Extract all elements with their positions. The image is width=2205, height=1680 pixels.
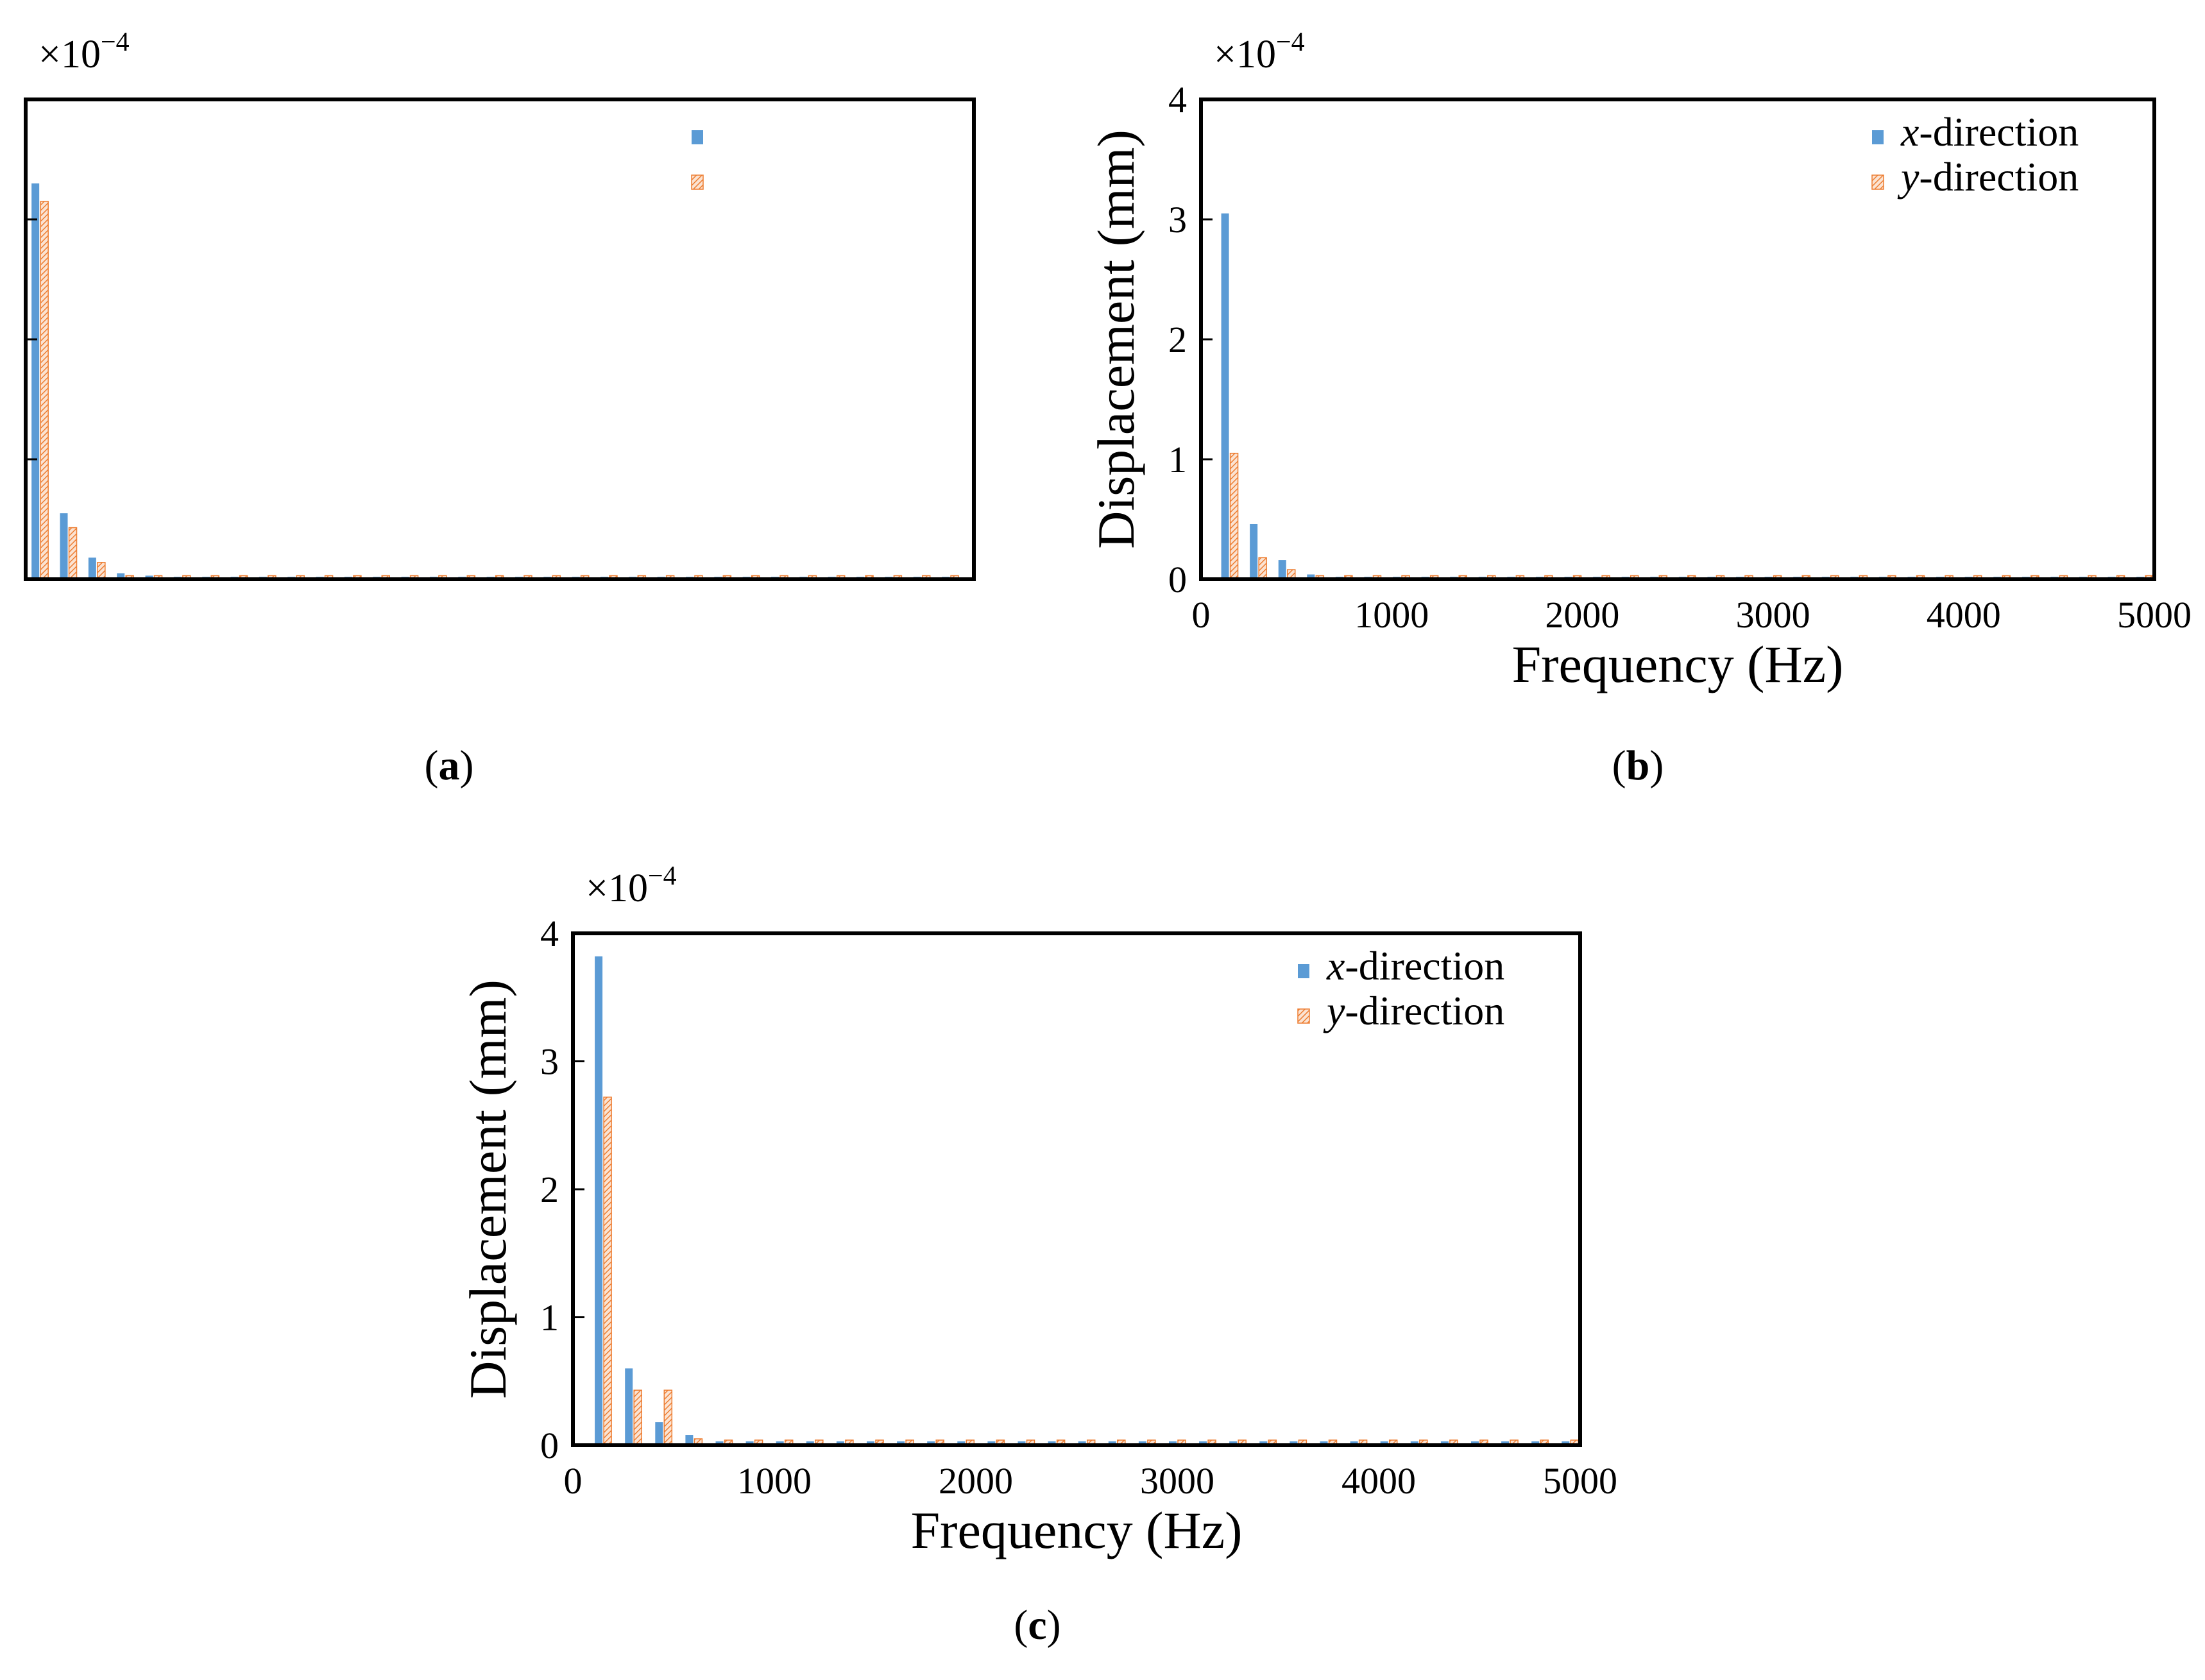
- x-tick-label: 0: [564, 1460, 583, 1502]
- bar-x-1: [625, 1368, 633, 1445]
- caption-part: b: [1626, 742, 1650, 789]
- y-axis-title: Displacement (mm): [459, 980, 517, 1399]
- bar-y-1: [633, 1389, 642, 1446]
- bar-y-0: [40, 201, 49, 580]
- x-tick-label: 4000: [1341, 1460, 1416, 1502]
- panel-caption: (b): [1612, 742, 1664, 789]
- exponent-label: ×10−4: [586, 861, 677, 910]
- x-tick-label: 1000: [1354, 594, 1429, 636]
- legend-var: y: [1323, 988, 1345, 1033]
- caption-part: ): [1047, 1602, 1061, 1649]
- bar-x-3: [1307, 574, 1315, 579]
- bar-x-3: [117, 573, 125, 579]
- caption-part: c: [1028, 1602, 1046, 1649]
- y-tick-label: 3: [1168, 199, 1187, 241]
- x-axis-title: Frequency (Hz): [1512, 635, 1844, 693]
- legend-swatch-y: [691, 174, 704, 190]
- bar-x-2: [1278, 560, 1286, 579]
- bar-x-1: [60, 513, 68, 579]
- y-tick-label: 0: [1168, 559, 1187, 600]
- legend-swatch-x: [1872, 130, 1884, 144]
- legend-swatch-x: [1298, 964, 1309, 978]
- legend-rest: -direction: [1919, 154, 2079, 199]
- exponent-label: ×10−4: [1214, 28, 1305, 76]
- caption-part: (: [425, 742, 439, 789]
- x-tick-label: 3000: [1140, 1460, 1214, 1502]
- bar-y-0: [1229, 452, 1239, 580]
- bar-y-1: [1258, 557, 1267, 580]
- bar-x-3: [685, 1435, 694, 1445]
- bar-x-0: [1221, 213, 1229, 579]
- x-axis-title: Frequency (Hz): [911, 1501, 1243, 1559]
- x-tick-label: 4000: [1927, 594, 2001, 636]
- legend-var: x: [1326, 943, 1345, 988]
- x-tick-label: 0: [1192, 594, 1211, 636]
- x-tick-label: 3000: [1736, 594, 1810, 636]
- x-tick-label: 1000: [737, 1460, 812, 1502]
- bar-x-2: [655, 1422, 663, 1445]
- y-tick-label: 1: [540, 1297, 559, 1339]
- y-tick-label: 1: [1168, 439, 1187, 480]
- bar-y-2: [97, 562, 106, 580]
- bar-y-2: [663, 1389, 673, 1446]
- legend-label-y: y-direction: [1897, 154, 2079, 199]
- legend-rest: -direction: [1919, 109, 2079, 155]
- y-axis-title: Displacement (mm): [1087, 130, 1145, 549]
- legend-swatch-x: [692, 130, 703, 144]
- panel-caption: (c): [1014, 1602, 1060, 1649]
- exponent-power: −4: [101, 28, 130, 57]
- legend-label-y: y-direction: [1323, 988, 1504, 1033]
- exponent-power: −4: [648, 861, 677, 891]
- legend-rest: -direction: [1345, 943, 1504, 988]
- exponent-label: ×10−4: [38, 28, 130, 76]
- exponent-power: −4: [1276, 28, 1305, 57]
- x-tick-label: 2000: [1545, 594, 1619, 636]
- y-tick-label: 3: [540, 1041, 559, 1083]
- legend-label-x: x-direction: [1900, 109, 2079, 155]
- legend-var: x: [1900, 109, 1919, 155]
- chart-panel-a: ×10−4 (a): [24, 28, 976, 789]
- legend-rest: -direction: [1345, 988, 1504, 1033]
- bar-y-1: [68, 527, 78, 580]
- bar-x-0: [595, 956, 603, 1445]
- x-tick-label: 2000: [939, 1460, 1013, 1502]
- plot-frame: [24, 98, 976, 581]
- x-tick-label: 5000: [2117, 594, 2192, 636]
- legend-label-x: x-direction: [1326, 943, 1504, 988]
- chart-panel-b: 0 1 2 3 4 0 1000 2000 3000 4000 5000 ×10−4 Frequency…: [1087, 28, 2192, 789]
- legend-swatch-y: [1871, 174, 1884, 190]
- y-tick-label: 4: [540, 913, 559, 955]
- bar-x-0: [31, 183, 40, 579]
- y-tick-label: 2: [1168, 319, 1187, 361]
- y-tick-label: 4: [1168, 79, 1187, 121]
- bar-y-0: [603, 1096, 612, 1446]
- chart-panel-c: 0 1 2 3 4 0 1000 2000 3000 4000 5000 ×10−4 Frequency…: [459, 861, 1617, 1649]
- caption-part: a: [439, 742, 460, 789]
- y-tick-label: 0: [540, 1425, 559, 1466]
- bar-x-1: [1250, 523, 1258, 579]
- bar-x-2: [88, 557, 96, 579]
- panel-caption: (a): [425, 742, 474, 789]
- caption-part: ): [460, 742, 474, 789]
- legend-var: y: [1897, 154, 1920, 199]
- caption-part: (: [1014, 1602, 1028, 1649]
- x-tick-label: 5000: [1543, 1460, 1617, 1502]
- caption-part: ): [1649, 742, 1664, 789]
- legend-swatch-y: [1297, 1008, 1310, 1024]
- caption-part: (: [1612, 742, 1626, 789]
- y-tick-label: 2: [540, 1169, 559, 1210]
